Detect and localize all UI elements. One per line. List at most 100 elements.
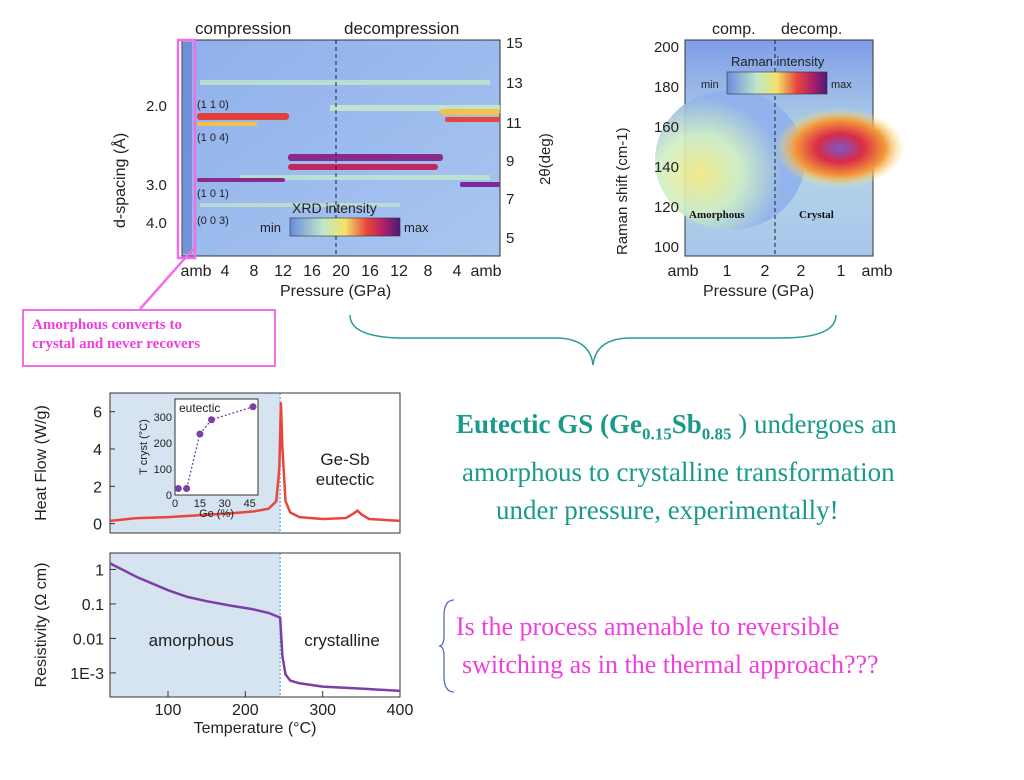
res-x-label: Temperature (°C) <box>194 720 317 737</box>
xrd-y-right-tick: 15 <box>506 35 523 52</box>
res-x-tick: 200 <box>232 702 259 719</box>
inset-y-label: T cryst (°C) <box>138 419 150 475</box>
raman-y-label: Raman shift (cm-1) <box>614 127 631 255</box>
xrd-y-left-tick: 4.0 <box>146 215 167 232</box>
xrd-x-tick: amb <box>470 263 501 280</box>
xrd-x-tick: 12 <box>390 263 408 280</box>
xrd-y-left-tick: 2.0 <box>146 98 167 115</box>
xrd-x-tick: 8 <box>250 263 259 280</box>
raman-x-tick: 1 <box>837 263 846 280</box>
heat-y-tick: 6 <box>93 405 102 422</box>
res-x-tick: 400 <box>387 702 414 719</box>
heat-annotation: Ge-Sb <box>320 450 369 469</box>
xrd-x-tick: 4 <box>221 263 230 280</box>
inset-y-tick: 300 <box>154 412 172 424</box>
xrd-y-left-label: d-spacing (Å) <box>110 133 129 228</box>
heat-y-tick: 4 <box>93 442 102 459</box>
amorphous-shade-region <box>110 553 281 697</box>
heat-y-tick: 0 <box>93 517 102 534</box>
question-brace <box>438 599 455 693</box>
annotation-line1: Amorphous converts to <box>32 317 182 333</box>
xrd-peak-label: (1 0 4) <box>197 132 229 144</box>
inset-point <box>174 485 182 493</box>
inset-y-tick: 200 <box>154 438 172 450</box>
raman-y-tick: 120 <box>654 199 679 216</box>
xrd-x-tick: 4 <box>453 263 462 280</box>
xrd-band-104-b <box>288 164 438 170</box>
xrd-y-right-tick: 13 <box>506 75 523 92</box>
inset-point <box>249 403 257 411</box>
xrd-x-label: Pressure (GPa) <box>280 283 391 300</box>
raman-region-amorphous: Amorphous <box>689 209 745 221</box>
res-y-label: Resistivity (Ω cm) <box>33 563 50 688</box>
xrd-peak-label: (1 1 0) <box>197 99 229 111</box>
inset-y-tick: 0 <box>166 490 172 502</box>
xrd-band-104-a <box>288 154 443 161</box>
question-line2: switching as in the thermal approach??? <box>462 650 879 679</box>
raman-x-tick: 2 <box>797 263 806 280</box>
res-x-tick: 300 <box>309 702 336 719</box>
inset-x-tick: 30 <box>219 498 231 510</box>
raman-heatmap-panel: comp. decomp. Raman intensity min max Am… <box>614 21 905 300</box>
raman-y-ticks: 200 180 160 140 120 100 <box>654 39 679 256</box>
raman-colorbar-min: min <box>701 79 719 91</box>
xrd-y-left-tick: 3.0 <box>146 177 167 194</box>
statement-line2: amorphous to crystalline transformation <box>462 457 895 488</box>
raman-x-tick: amb <box>861 263 892 280</box>
inset-point <box>196 430 204 438</box>
res-y-tick: 1E-3 <box>70 666 104 683</box>
res-y-tick: 0.1 <box>82 597 104 614</box>
res-x-tick: 100 <box>155 702 182 719</box>
raman-y-tick: 160 <box>654 119 679 136</box>
xrd-x-tick: 12 <box>274 263 292 280</box>
heat-flow-series <box>109 402 401 523</box>
xrd-y-right-tick: 7 <box>506 191 514 208</box>
inset-x-tick: 45 <box>244 498 256 510</box>
xrd-x-tick: 20 <box>332 263 350 280</box>
xrd-peak-label: (0 0 3) <box>197 215 229 227</box>
raman-x-ticks: amb 1 2 2 1 amb <box>667 263 892 280</box>
raman-colorbar <box>726 71 828 95</box>
annotation-line2: crystal and never recovers <box>32 336 201 352</box>
xrd-band-110 <box>197 113 289 120</box>
raman-x-tick: 2 <box>761 263 770 280</box>
xrd-x-tick: amb <box>180 263 211 280</box>
heat-y-tick: 2 <box>93 479 102 496</box>
xrd-y-right-label: 2θ(deg) <box>537 133 554 185</box>
inset-title: eutectic <box>179 401 220 415</box>
res-y-tick: 1 <box>95 562 104 579</box>
curly-brace <box>349 314 837 366</box>
raman-y-tick: 140 <box>654 159 679 176</box>
xrd-colorbar-min: min <box>260 220 281 235</box>
raman-x-tick: amb <box>667 263 698 280</box>
xrd-peak-label: (1 0 1) <box>197 188 229 200</box>
xrd-colorbar <box>289 217 401 237</box>
resistivity-series <box>109 562 401 693</box>
xrd-colorbar-max: max <box>404 220 429 235</box>
inset-point <box>183 485 191 493</box>
xrd-x-tick: 8 <box>424 263 433 280</box>
xrd-x-ticks: amb 4 8 12 16 20 16 12 8 4 amb <box>180 263 501 280</box>
xrd-y-right-tick: 5 <box>506 230 514 247</box>
heat-annotation: eutectic <box>316 470 375 489</box>
inset-x-tick: 15 <box>194 498 206 510</box>
statement-line3: under pressure, experimentally! <box>496 495 839 526</box>
annotation-box: Amorphous converts to crystal and never … <box>22 309 276 367</box>
res-y-tick: 0.01 <box>73 631 104 648</box>
xrd-phase-compression: compression <box>195 19 291 38</box>
inset-x-label: Ge (%) <box>199 508 234 520</box>
raman-x-label: Pressure (GPa) <box>703 283 814 300</box>
res-region-crystalline: crystalline <box>304 631 380 650</box>
xrd-band-101 <box>197 178 285 182</box>
xrd-heatmap-panel: compression decompression d-spacing (Å) … <box>110 19 554 300</box>
question-text: Is the process amenable to reversible sw… <box>440 608 1024 684</box>
heat-plot-frame <box>109 392 401 534</box>
raman-y-tick: 100 <box>654 239 679 256</box>
raman-x-tick: 1 <box>723 263 732 280</box>
annotation-pointer <box>139 246 196 310</box>
xrd-x-tick: 16 <box>303 263 321 280</box>
raman-y-tick: 200 <box>654 39 679 56</box>
xrd-x-tick: 16 <box>361 263 379 280</box>
resistivity-chart: 1 0.1 0.01 1E-3 100 200 300 400 amorphous crystal… <box>33 552 414 737</box>
